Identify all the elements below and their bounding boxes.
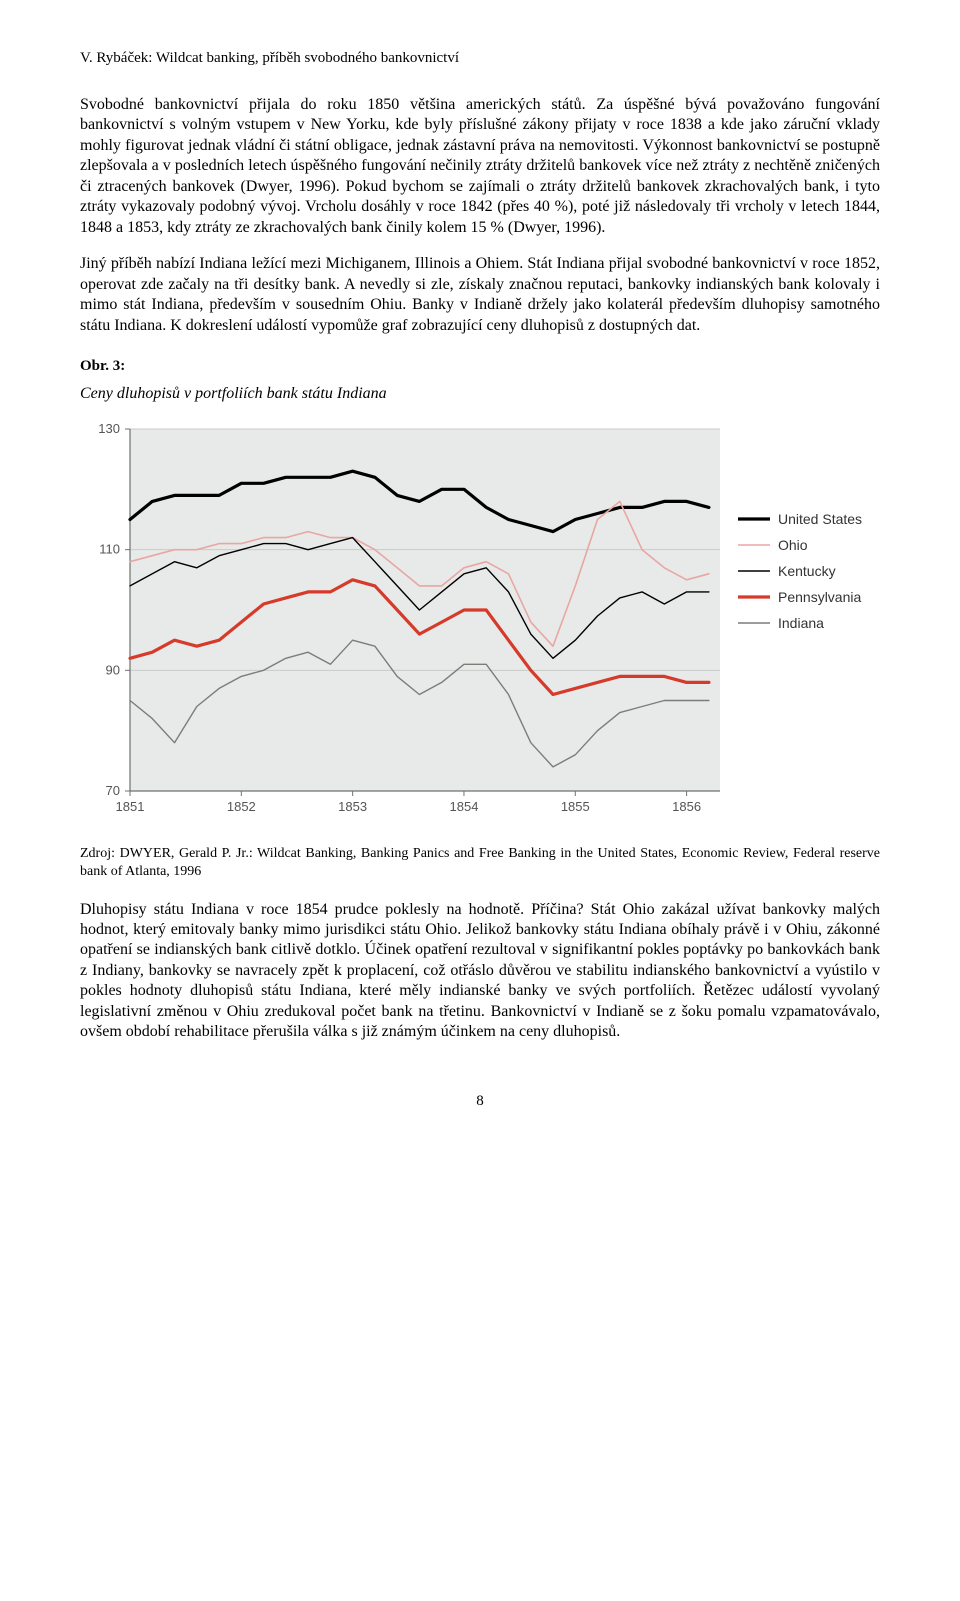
figure-label: Obr. 3:: [80, 358, 880, 375]
paragraph-1: Svobodné bankovnictví přijala do roku 18…: [80, 95, 880, 238]
svg-text:1856: 1856: [672, 799, 701, 814]
paragraph-2: Jiný příběh nabízí Indiana ležící mezi M…: [80, 254, 880, 336]
svg-text:1854: 1854: [450, 799, 479, 814]
svg-text:Indiana: Indiana: [778, 615, 824, 631]
chart-svg: 70 90 110 130 1851 1852 1853 1854 1855 1856 United…: [80, 417, 880, 827]
svg-text:70: 70: [106, 783, 120, 798]
svg-text:Pennsylvania: Pennsylvania: [778, 589, 861, 605]
svg-text:Kentucky: Kentucky: [778, 563, 836, 579]
page-number: 8: [80, 1093, 880, 1110]
svg-text:1852: 1852: [227, 799, 256, 814]
svg-text:90: 90: [106, 662, 120, 677]
page-container: V. Rybáček: Wildcat banking, příběh svob…: [0, 0, 960, 1170]
figure-source: Zdroj: DWYER, Gerald P. Jr.: Wildcat Ban…: [80, 845, 880, 881]
svg-text:130: 130: [98, 421, 120, 436]
running-header: V. Rybáček: Wildcat banking, příběh svob…: [80, 50, 880, 67]
svg-text:Ohio: Ohio: [778, 537, 808, 553]
bond-price-chart: 70 90 110 130 1851 1852 1853 1854 1855 1856 United…: [80, 417, 880, 827]
figure-title: Ceny dluhopisů v portfoliích bank státu …: [80, 385, 880, 403]
svg-text:United States: United States: [778, 511, 862, 527]
svg-text:110: 110: [99, 542, 120, 557]
svg-text:1855: 1855: [561, 799, 590, 814]
svg-text:1851: 1851: [116, 799, 145, 814]
svg-text:1853: 1853: [338, 799, 367, 814]
paragraph-3: Dluhopisy státu Indiana v roce 1854 prud…: [80, 900, 880, 1043]
